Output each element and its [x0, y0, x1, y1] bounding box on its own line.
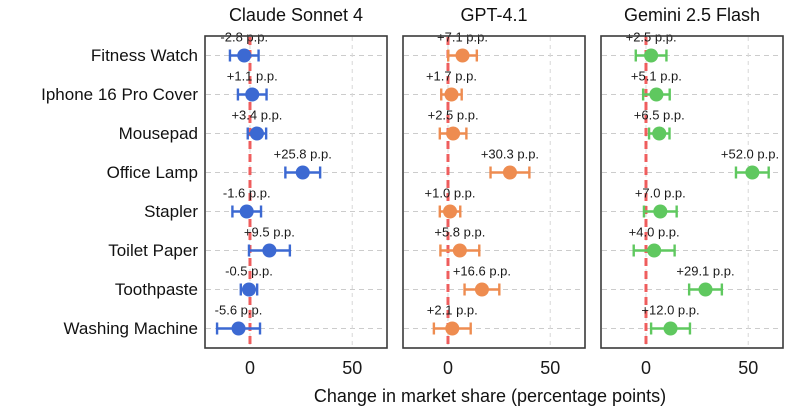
point-value-label: +5.1 p.p.: [631, 69, 682, 84]
category-label: Mousepad: [118, 123, 198, 143]
x-tick-label: 50: [540, 358, 560, 378]
category-label: Washing Machine: [63, 318, 199, 338]
panel-title-gpt-4-1: GPT-4.1: [460, 5, 528, 25]
data-point: [245, 87, 260, 102]
point-value-label: +5.8 p.p.: [434, 225, 485, 240]
data-point: [241, 282, 256, 297]
data-point: [745, 165, 760, 180]
data-point: [663, 321, 678, 336]
point-value-label: -0.5 p.p.: [225, 264, 273, 279]
point-value-label: +2.5 p.p.: [428, 108, 479, 123]
data-point: [444, 87, 459, 102]
panel-claude-sonnet-4: -2.8 p.p. +1.1 p.p. +3.4 p.p. +25.8 p.p. -1.…: [204, 30, 388, 378]
point-value-label: -1.6 p.p.: [223, 186, 271, 201]
panel-gemini-2-5-flash: +2.5 p.p. +5.1 p.p. +6.5 p.p. +52.0 p.p. +7.…: [600, 30, 784, 378]
data-point: [455, 48, 470, 63]
category-axis: Fitness Watch Iphone 16 Pro Cover Mousepad…: [0, 0, 198, 414]
panel-title-claude-sonnet-4: Claude Sonnet 4: [228, 5, 364, 25]
data-point: [445, 321, 460, 336]
data-point: [443, 204, 458, 219]
data-point: [237, 48, 252, 63]
point-value-label: +52.0 p.p.: [721, 147, 779, 162]
point-value-label: +25.8 p.p.: [274, 147, 332, 162]
x-tick-label: 50: [738, 358, 758, 378]
category-label: Fitness Watch: [90, 45, 198, 65]
point-value-label: +7.0 p.p.: [635, 186, 686, 201]
data-point: [644, 48, 659, 63]
point-value-label: +2.5 p.p.: [626, 30, 677, 45]
x-tick-label: 0: [641, 358, 651, 378]
point-value-label: +3.4 p.p.: [231, 108, 282, 123]
panel-gpt-4-1: +7.1 p.p. +1.7 p.p. +2.5 p.p. +30.3 p.p. +1.…: [402, 30, 586, 378]
panel-title-gemini-2-5-flash: Gemini 2.5 Flash: [623, 5, 761, 25]
data-point: [249, 126, 264, 141]
category-label: Toothpaste: [114, 279, 198, 299]
data-point: [698, 282, 713, 297]
point-value-label: +9.5 p.p.: [244, 225, 295, 240]
x-tick-label: 0: [245, 358, 255, 378]
category-label: Iphone 16 Pro Cover: [41, 84, 198, 104]
point-value-label: -5.6 p.p.: [215, 303, 263, 318]
data-point: [653, 204, 668, 219]
data-point: [239, 204, 254, 219]
point-value-label: +4.0 p.p.: [629, 225, 680, 240]
data-point: [295, 165, 310, 180]
data-point: [452, 243, 467, 258]
data-point: [474, 282, 489, 297]
x-tick-label: 50: [342, 358, 362, 378]
category-label: Toilet Paper: [108, 240, 198, 260]
data-point: [231, 321, 246, 336]
data-point: [502, 165, 517, 180]
point-value-label: +16.6 p.p.: [453, 264, 511, 279]
category-label: Stapler: [144, 201, 198, 221]
point-value-label: +1.7 p.p.: [426, 69, 477, 84]
panel-border: [402, 35, 586, 349]
point-value-label: +12.0 p.p.: [641, 303, 699, 318]
point-value-label: +7.1 p.p.: [437, 30, 488, 45]
point-value-label: +6.5 p.p.: [634, 108, 685, 123]
data-point: [649, 87, 664, 102]
category-label: Office Lamp: [106, 162, 198, 182]
x-axis-label: Change in market share (percentage point…: [313, 386, 667, 406]
point-value-label: +1.1 p.p.: [227, 69, 278, 84]
x-tick-label: 0: [443, 358, 453, 378]
data-point: [446, 126, 461, 141]
point-value-label: +30.3 p.p.: [481, 147, 539, 162]
data-point: [647, 243, 662, 258]
data-point: [262, 243, 277, 258]
point-value-label: -2.8 p.p.: [220, 30, 268, 45]
point-value-label: +29.1 p.p.: [676, 264, 734, 279]
panel-border: [204, 35, 388, 349]
point-value-label: +1.0 p.p.: [425, 186, 476, 201]
data-point: [652, 126, 667, 141]
point-value-label: +2.1 p.p.: [427, 303, 478, 318]
panel-border: [600, 35, 784, 349]
